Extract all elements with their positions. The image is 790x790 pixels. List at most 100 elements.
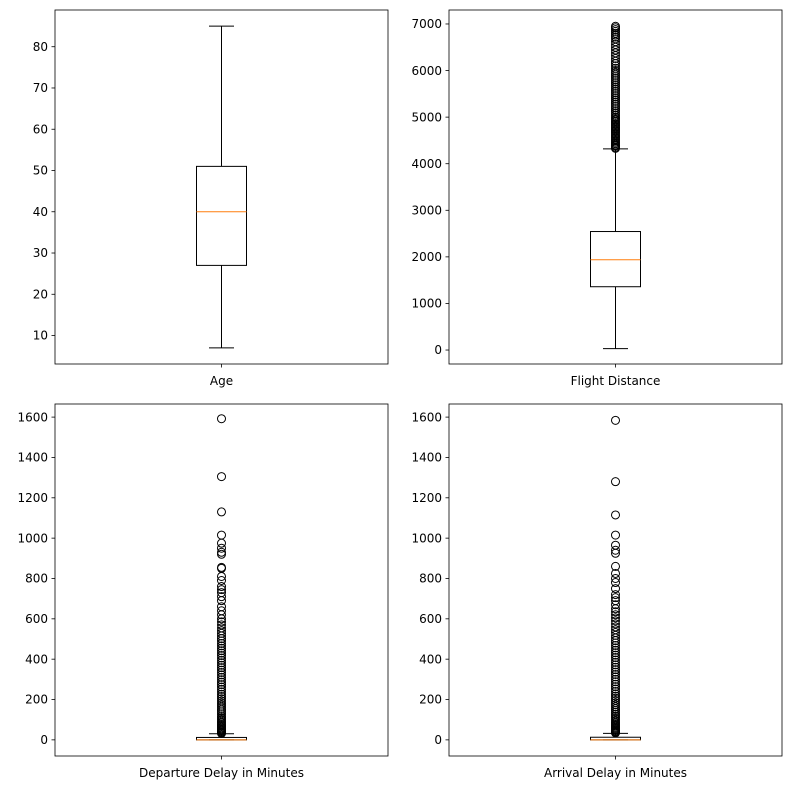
outlier-point xyxy=(611,613,620,623)
outlier-point xyxy=(217,691,226,701)
y-tick-label: 600 xyxy=(419,612,442,626)
outlier-point xyxy=(217,623,226,633)
outlier-point xyxy=(217,658,226,668)
outlier-point xyxy=(611,66,620,76)
outlier-point xyxy=(217,675,226,685)
y-tick-label: 70 xyxy=(33,81,48,95)
outlier-point xyxy=(611,477,620,487)
outlier-point xyxy=(611,619,620,629)
y-tick-label: 200 xyxy=(419,693,442,707)
outlier-point xyxy=(217,538,226,548)
outlier-point xyxy=(217,472,226,482)
outlier-point xyxy=(611,593,620,603)
outlier-point xyxy=(611,665,620,675)
y-tick-label: 800 xyxy=(419,572,442,586)
outlier-point xyxy=(611,662,620,672)
outlier-point xyxy=(611,650,620,660)
y-tick-label: 1400 xyxy=(17,451,48,465)
outlier-point xyxy=(217,530,226,540)
outlier-point xyxy=(217,507,226,517)
outlier-point xyxy=(217,606,226,616)
outlier-point xyxy=(611,643,620,653)
iqr-box xyxy=(590,231,641,288)
outlier-point xyxy=(217,677,226,687)
outlier-point xyxy=(611,607,620,617)
outlier-point xyxy=(217,547,226,557)
outlier-point xyxy=(217,617,226,627)
y-tick-label: 60 xyxy=(33,122,48,136)
outlier-point xyxy=(217,626,226,636)
y-tick-label: 10 xyxy=(33,329,48,343)
y-tick-label: 800 xyxy=(25,572,48,586)
outlier-point xyxy=(217,698,226,708)
outlier-point xyxy=(217,696,226,706)
outlier-point xyxy=(611,625,620,635)
outlier-point xyxy=(217,582,226,592)
chart-panel-3: 0 200 400 600 800 1000 1200 1400 1600 Departure D… xyxy=(17,403,389,780)
outlier-point xyxy=(217,687,226,697)
y-tick-label: 1000 xyxy=(17,531,48,545)
y-tick-label: 1200 xyxy=(17,491,48,505)
outlier-point xyxy=(611,568,620,578)
outlier-point xyxy=(217,592,226,602)
y-tick-label: 6000 xyxy=(411,64,442,78)
outlier-point xyxy=(217,694,226,704)
outlier-point xyxy=(611,61,620,71)
outlier-point xyxy=(217,620,226,630)
outlier-point xyxy=(611,682,620,692)
outlier-point xyxy=(611,530,620,540)
chart-panel-1: 10 20 30 40 50 60 70 80 Age xyxy=(33,9,389,388)
outlier-point xyxy=(611,677,620,687)
outlier-point xyxy=(611,684,620,694)
chart-panel-4: 0 200 400 600 800 1000 1200 1400 1600 Arrival Del… xyxy=(411,403,783,780)
y-tick-label: 0 xyxy=(40,733,48,747)
outlier-point xyxy=(611,640,620,650)
outlier-point xyxy=(611,660,620,670)
outlier-point xyxy=(611,679,620,689)
outlier-point xyxy=(217,651,226,661)
outlier-point xyxy=(611,21,620,31)
outlier-point xyxy=(217,414,226,424)
outlier-point xyxy=(611,578,620,588)
y-tick-label: 1000 xyxy=(411,531,442,545)
outlier-point xyxy=(611,610,620,620)
outlier-point xyxy=(611,655,620,665)
outlier-point xyxy=(611,573,620,583)
outlier-point xyxy=(611,596,620,606)
outlier-point xyxy=(217,588,226,598)
outlier-point xyxy=(217,655,226,665)
y-tick-label: 1600 xyxy=(411,410,442,424)
y-tick-label: 400 xyxy=(25,652,48,666)
outlier-point xyxy=(611,686,620,696)
outlier-point xyxy=(611,63,620,73)
outlier-point xyxy=(611,698,620,708)
outlier-point xyxy=(611,645,620,655)
y-tick-label: 80 xyxy=(33,40,48,54)
y-tick-label: 0 xyxy=(434,343,442,357)
outlier-point xyxy=(611,545,620,555)
outlier-point xyxy=(217,660,226,670)
outlier-point xyxy=(217,653,226,663)
outlier-point xyxy=(217,646,226,656)
y-tick-label: 1200 xyxy=(411,491,442,505)
outlier-point xyxy=(611,674,620,684)
y-tick-label: 200 xyxy=(25,693,48,707)
outlier-point xyxy=(217,638,226,648)
outlier-point xyxy=(217,602,226,612)
outlier-point xyxy=(611,670,620,680)
outlier-point xyxy=(217,641,226,651)
y-tick-label: 1400 xyxy=(411,451,442,465)
x-axis-label: Arrival Delay in Minutes xyxy=(544,766,687,780)
outlier-point xyxy=(217,576,226,586)
outlier-point xyxy=(217,665,226,675)
y-tick-label: 5000 xyxy=(411,110,442,124)
outlier-point xyxy=(217,689,226,699)
outlier-point xyxy=(611,600,620,610)
outlier-point xyxy=(217,672,226,682)
outlier-point xyxy=(611,540,620,550)
x-axis-label: Departure Delay in Minutes xyxy=(139,766,304,780)
outlier-point xyxy=(611,672,620,682)
y-tick-label: 2000 xyxy=(411,250,442,264)
outlier-point xyxy=(611,653,620,663)
